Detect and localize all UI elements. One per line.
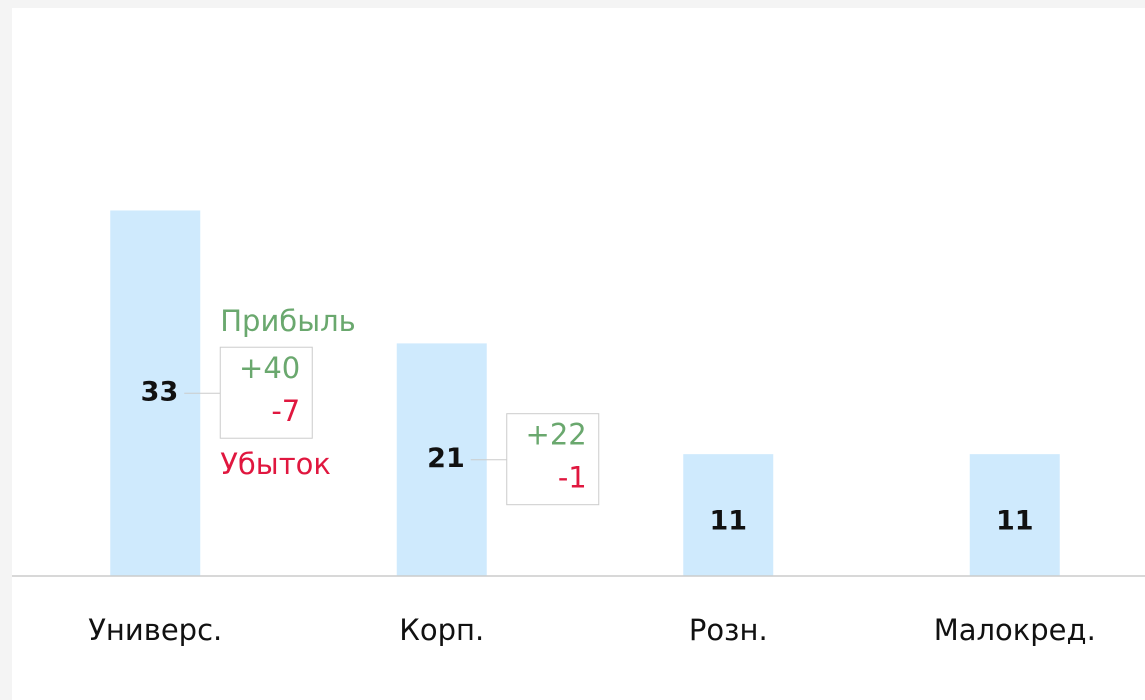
x-tick-label: Розн. (689, 613, 768, 647)
bar (969, 454, 1060, 576)
breakdown-box (219, 346, 313, 439)
loss-value: -1 (558, 461, 587, 495)
x-tick-label: Малокред. (934, 613, 1096, 647)
profit-value: +22 (526, 418, 587, 452)
card (12, 8, 1145, 700)
x-tick-label: Универс. (88, 613, 222, 647)
loss-legend: Убыток (220, 447, 331, 481)
value-label: 11 (996, 506, 1034, 537)
bar (683, 454, 774, 576)
x-tick-label: Корп. (399, 613, 484, 647)
value-label: 21 (427, 443, 465, 474)
breakdown-box (506, 413, 600, 506)
value-label: 33 (141, 377, 179, 408)
value-label: 11 (709, 506, 747, 537)
profit-value: +40 (239, 351, 300, 385)
profit-legend: Прибыль (220, 304, 355, 338)
loss-value: -7 (271, 394, 300, 428)
